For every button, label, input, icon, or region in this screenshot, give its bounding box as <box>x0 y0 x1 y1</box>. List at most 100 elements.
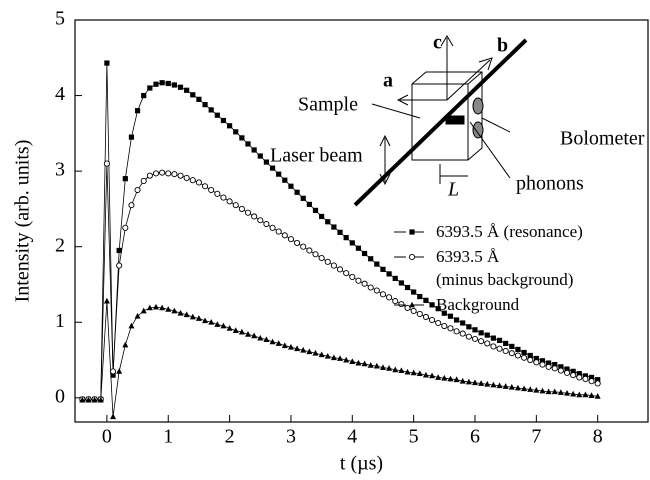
marker <box>306 201 312 207</box>
marker <box>386 365 393 371</box>
marker <box>337 229 343 235</box>
marker <box>594 380 601 387</box>
marker <box>85 396 92 403</box>
marker <box>196 96 202 102</box>
legend-swatch <box>394 301 430 308</box>
marker <box>134 186 141 194</box>
marker <box>281 342 288 349</box>
marker <box>343 270 350 277</box>
marker <box>282 177 288 183</box>
marker <box>128 202 135 209</box>
pointer <box>481 117 511 133</box>
marker <box>576 374 583 381</box>
y-tick-label: 4 <box>55 83 65 105</box>
marker <box>91 396 98 403</box>
marker <box>140 177 147 185</box>
marker <box>533 359 540 366</box>
marker <box>276 171 282 177</box>
marker <box>104 60 110 66</box>
marker <box>110 413 117 420</box>
marker <box>312 207 319 214</box>
marker <box>294 189 300 195</box>
marker <box>508 383 515 390</box>
marker <box>459 330 466 337</box>
phonon-beam <box>445 115 465 125</box>
marker <box>184 87 190 93</box>
marker <box>435 319 442 327</box>
marker <box>521 385 528 392</box>
marker <box>416 370 423 377</box>
marker <box>171 307 178 314</box>
marker <box>239 135 245 141</box>
marker <box>355 245 362 251</box>
marker <box>570 368 576 374</box>
legend-swatch <box>394 229 430 235</box>
marker <box>208 318 215 325</box>
marker <box>152 170 160 177</box>
marker <box>343 235 349 241</box>
marker <box>379 291 387 298</box>
legend-entry: 6393.5 Å (resonance) <box>392 220 583 243</box>
y-tick-label: 2 <box>55 234 65 256</box>
marker <box>140 307 147 314</box>
marker <box>386 294 393 301</box>
plot-frame <box>74 19 649 423</box>
marker <box>471 335 479 342</box>
marker <box>324 258 331 265</box>
marker <box>122 176 128 182</box>
marker <box>318 351 325 358</box>
marker <box>582 375 589 382</box>
marker <box>374 261 380 267</box>
marker <box>189 313 196 320</box>
marker <box>459 377 466 384</box>
marker <box>269 224 276 231</box>
marker <box>429 302 435 308</box>
marker <box>515 346 521 353</box>
marker <box>287 343 294 350</box>
marker <box>423 297 429 303</box>
annotation: b <box>497 35 508 57</box>
marker <box>570 372 577 379</box>
marker <box>245 141 251 147</box>
marker <box>490 381 497 388</box>
marker <box>435 374 442 380</box>
annotation: Bolometer <box>560 128 645 150</box>
marker <box>447 375 454 382</box>
marker <box>202 183 209 190</box>
legend-label: Background <box>436 295 520 314</box>
marker <box>177 84 184 90</box>
laser-beam <box>353 38 528 207</box>
marker <box>361 280 368 287</box>
annotation: phonons <box>516 173 584 195</box>
marker <box>564 389 571 396</box>
cube-front <box>411 83 469 161</box>
marker <box>238 205 245 212</box>
marker <box>245 331 252 337</box>
marker <box>349 240 355 246</box>
marker <box>103 297 110 304</box>
marker <box>220 194 227 201</box>
marker <box>97 396 104 403</box>
legend-swatch <box>394 253 430 261</box>
marker <box>122 224 129 231</box>
marker <box>441 374 448 381</box>
pointer <box>469 121 511 179</box>
marker <box>195 179 202 186</box>
marker <box>453 317 460 323</box>
marker <box>409 301 415 308</box>
marker <box>116 247 122 254</box>
marker <box>392 298 399 305</box>
x-tick-label: 2 <box>225 426 235 448</box>
marker <box>471 379 478 386</box>
marker <box>355 359 362 366</box>
marker <box>226 198 233 205</box>
marker <box>392 275 398 282</box>
marker <box>398 367 405 374</box>
marker <box>189 177 196 184</box>
marker <box>514 352 521 359</box>
marker <box>214 190 221 197</box>
marker <box>588 374 595 381</box>
arrowhead <box>379 173 391 186</box>
marker <box>343 356 350 363</box>
